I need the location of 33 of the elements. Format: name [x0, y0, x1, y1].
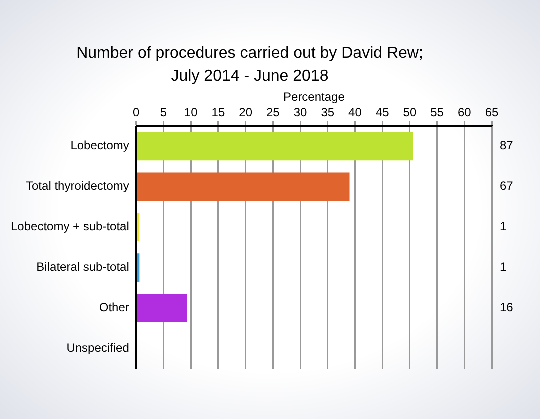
y-tick-label: Bilateral sub-total [36, 260, 130, 274]
x-tick-label: 40 [348, 105, 362, 120]
x-tick-label: 55 [430, 105, 444, 120]
text: 1 [500, 260, 507, 274]
chart-title: Number of procedures carried out by David Rew; [76, 45, 424, 62]
bar [137, 132, 414, 161]
x-tick-label: 45 [376, 105, 390, 120]
x-tick-label: 5 [160, 105, 168, 120]
x-tick-label: 50 [403, 105, 417, 120]
x-tick-label: 15 [212, 105, 226, 120]
text: 87 [500, 138, 514, 153]
x-axis-title: Percentage [284, 90, 346, 104]
y-tick-label: Lobectomy [70, 138, 130, 153]
x-tick-label: 35 [321, 105, 335, 120]
bar [137, 294, 188, 322]
y-tick-label: Other [99, 300, 130, 315]
y-tick-label: Unspecified [66, 341, 130, 356]
bar [137, 254, 140, 282]
x-tick-label: 0 [133, 105, 140, 120]
y-tick-label: Lobectomy + sub-total [10, 220, 130, 234]
x-tick-label: 30 [294, 105, 308, 120]
y-tick-label: Total thyroidectomy [26, 179, 130, 194]
x-tick-label: 20 [239, 105, 253, 120]
x-tick-label: 25 [266, 105, 280, 120]
chart-subtitle: July 2014 - June 2018 [171, 68, 329, 86]
x-tick-label: 10 [184, 105, 198, 120]
bar [137, 213, 140, 242]
text: 1 [500, 220, 507, 234]
text: 16 [500, 300, 514, 315]
x-tick-label: 65 [485, 105, 499, 120]
x-tick-label: 60 [458, 105, 472, 120]
bar [137, 172, 350, 202]
text: 67 [500, 179, 514, 194]
